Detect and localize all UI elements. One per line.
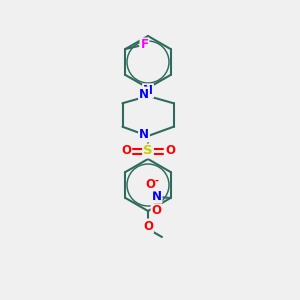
Text: -: - [154,176,158,186]
Text: O: O [165,145,175,158]
Text: N: N [143,85,153,98]
Text: O: O [152,205,161,218]
Text: N: N [139,128,149,142]
Text: O: O [146,178,155,190]
Text: S: S [143,145,153,158]
Text: N: N [139,88,149,100]
Text: O: O [121,145,131,158]
Text: F: F [140,38,148,52]
Text: N: N [152,190,161,202]
Text: O: O [143,220,153,232]
